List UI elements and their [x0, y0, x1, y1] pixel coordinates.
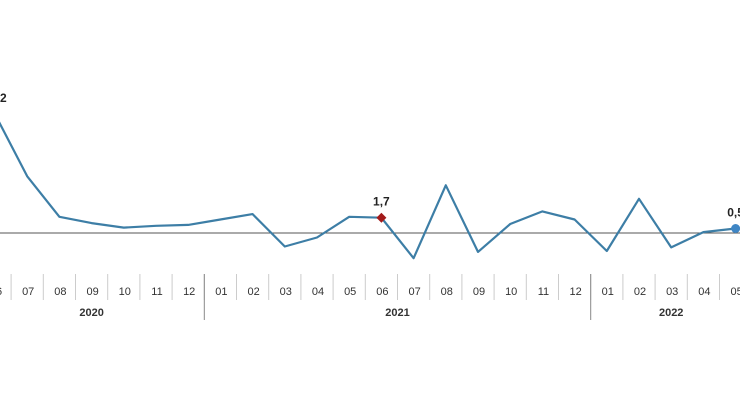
x-tick-label: 11	[538, 286, 549, 298]
x-tick-label: 08	[54, 286, 66, 298]
x-tick-label: 04	[312, 286, 324, 298]
x-tick-label: 06	[376, 286, 388, 298]
axis-layer: 06 07 08 09 10 11 12 01 02 03 04 05 06 07 08 09 10 11 12 01…	[0, 232, 740, 320]
highlight-marker	[376, 212, 387, 223]
x-tick-label: 12	[183, 286, 195, 298]
x-tick-label: 08	[441, 286, 453, 298]
series-line-layer	[0, 121, 736, 260]
x-tick-label: 12	[569, 286, 581, 298]
x-tick-label: 11	[151, 286, 162, 298]
x-tick-label: 10	[505, 286, 517, 298]
x-tick-label: 02	[247, 286, 259, 298]
x-tick-label: 01	[602, 286, 614, 298]
data-label-layer: 13,2 1,7 0,5	[0, 91, 740, 219]
year-group-label: 2022	[659, 307, 683, 319]
x-tick-label: 01	[215, 286, 227, 298]
data-label: 13,2	[0, 91, 7, 105]
x-tick-label: 04	[698, 286, 710, 298]
x-tick-label: 09	[86, 286, 98, 298]
x-tick-label: 07	[408, 286, 420, 298]
x-tick-label: 06	[0, 286, 2, 298]
x-tick-label: 05	[344, 286, 356, 298]
year-group-label: 2021	[385, 307, 409, 319]
data-label: 1,7	[373, 195, 390, 209]
last-point-marker	[731, 224, 740, 233]
x-tick-label: 09	[473, 286, 485, 298]
x-tick-label: 05	[730, 286, 740, 298]
x-tick-label: 03	[280, 286, 292, 298]
series-line	[0, 121, 736, 260]
year-group-label: 2020	[79, 307, 103, 319]
data-label: 0,5	[727, 206, 740, 220]
x-tick-label: 10	[119, 286, 131, 298]
x-tick-label: 03	[666, 286, 678, 298]
x-tick-label: 02	[634, 286, 646, 298]
marker-layer	[376, 212, 740, 233]
x-tick-label: 07	[22, 286, 34, 298]
